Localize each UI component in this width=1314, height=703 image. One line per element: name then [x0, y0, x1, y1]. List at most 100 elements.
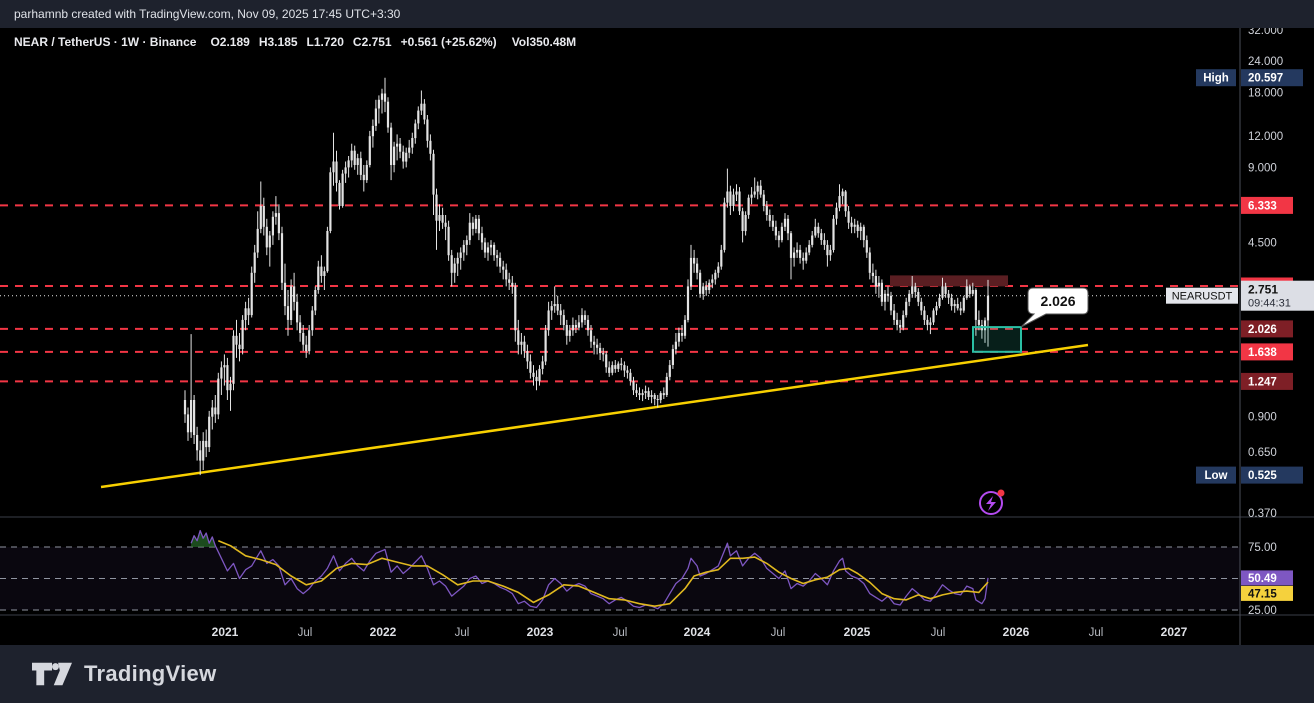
candle-body: [526, 351, 529, 362]
low-tag-text: Low: [1205, 470, 1228, 482]
candle-body: [862, 226, 865, 241]
price-tick-label: 0.900: [1248, 412, 1277, 424]
candle-body: [805, 252, 808, 261]
candle-body: [571, 325, 574, 331]
candle-body: [796, 249, 799, 253]
rsi-ma-line: [217, 539, 989, 608]
symbol-title[interactable]: NEAR / TetherUS · 1W · Binance: [14, 35, 197, 49]
candle-body: [232, 335, 235, 384]
candle-body: [986, 295, 990, 321]
candle-body: [635, 390, 638, 394]
high-price-label-text: 20.597: [1248, 73, 1283, 85]
candle-body: [196, 435, 199, 451]
candle-body: [517, 330, 520, 345]
candle-body: [311, 310, 314, 331]
candle-body: [953, 304, 956, 307]
candle-body: [493, 244, 496, 256]
price-tick-label: 25.00: [1248, 605, 1277, 617]
candle-body: [726, 191, 729, 203]
trend-line[interactable]: [100, 343, 1089, 489]
candle-body: [596, 344, 599, 348]
candle-body: [714, 272, 717, 280]
candle-body: [380, 93, 384, 100]
candle-body: [938, 297, 941, 307]
chart-canvas[interactable]: 2.026 32.000 24.000 18.000 12.000 9.000 4.500 0…: [0, 28, 1314, 645]
candle-body: [441, 215, 444, 223]
candle-body: [868, 252, 871, 273]
candle-body: [617, 363, 620, 369]
candle-body: [926, 319, 929, 325]
candle-body: [811, 235, 814, 245]
candle-body: [759, 185, 762, 195]
candle-body: [711, 279, 714, 283]
candle-body: [538, 368, 541, 382]
candle-body: [386, 101, 390, 128]
candle-body: [314, 290, 317, 311]
candle-body: [238, 344, 241, 350]
candle-body: [838, 196, 841, 208]
low-price-label: [1241, 466, 1303, 484]
candle-body: [271, 216, 274, 236]
rsi-value-label: [1241, 570, 1293, 586]
candle-body: [259, 206, 262, 229]
candle-body: [908, 293, 911, 302]
candle-body: [744, 215, 747, 232]
candle-body: [674, 341, 677, 350]
candle-body: [241, 319, 244, 350]
candle-body: [702, 286, 705, 294]
candle-body: [874, 276, 877, 287]
price-tick-label: 9.000: [1248, 162, 1277, 174]
candle-body: [780, 226, 783, 241]
supply-zone-rect[interactable]: [890, 275, 1008, 287]
candle-body: [302, 333, 305, 345]
demand-zone-rect[interactable]: [972, 326, 1022, 353]
high-tag: [1196, 69, 1236, 87]
candle-body: [208, 416, 211, 448]
candle-body: [850, 222, 853, 227]
candle-body: [847, 211, 850, 223]
candle-body: [190, 400, 193, 433]
rsi-line: [190, 529, 989, 610]
price-tick-label: 12.000: [1248, 131, 1283, 143]
candle-body: [893, 310, 896, 320]
candle-body: [783, 218, 787, 227]
candle-body: [371, 125, 374, 137]
price-axis[interactable]: 32.000 24.000 18.000 12.000 9.000 4.500 0.900 0…: [1196, 28, 1314, 617]
candle-body: [656, 399, 659, 400]
candle-body: [417, 110, 420, 124]
candle-body: [799, 249, 802, 258]
time-axis-year-label: 2025: [844, 625, 871, 639]
legend-open: O2.189: [210, 35, 250, 49]
candle-body: [483, 242, 487, 253]
callout-bubble: [1020, 287, 1089, 328]
candle-body: [496, 255, 499, 258]
candle-body: [556, 304, 559, 311]
candle-body: [889, 295, 893, 311]
candle-body: [762, 194, 765, 206]
candle-body: [341, 173, 344, 206]
low-price-label-text: 0.525: [1248, 470, 1277, 482]
candle-body: [699, 272, 702, 294]
candle-body: [193, 400, 196, 435]
candle-body: [883, 293, 887, 302]
candle-body: [602, 353, 605, 355]
attribution-bar: parhamnb created with TradingView.com, N…: [0, 0, 1314, 28]
time-axis-month-label: Jul: [613, 627, 628, 639]
candle-body: [829, 249, 832, 256]
candle-body: [332, 161, 335, 173]
time-axis-year-label: 2024: [684, 625, 711, 639]
candle-body: [214, 407, 217, 415]
candle-body: [411, 138, 414, 148]
spark-icon[interactable]: [979, 489, 1005, 515]
candle-body: [789, 233, 793, 258]
candle-body: [738, 191, 741, 212]
time-axis[interactable]: 2021 Jul 2022 Jul 2023 Jul 2024 Jul 2025 Jul 2026 J…: [212, 625, 1188, 639]
candle-body: [514, 286, 517, 331]
price-callout[interactable]: 2.026: [1020, 287, 1089, 328]
candle-body: [877, 282, 880, 287]
candle-body: [899, 325, 902, 328]
candle-body: [841, 191, 844, 197]
spark-circle: [979, 491, 1003, 515]
symbol-legend[interactable]: NEAR / TetherUS · 1W · Binance O2.189 H3.1…: [14, 35, 585, 49]
candle-body: [456, 257, 459, 264]
